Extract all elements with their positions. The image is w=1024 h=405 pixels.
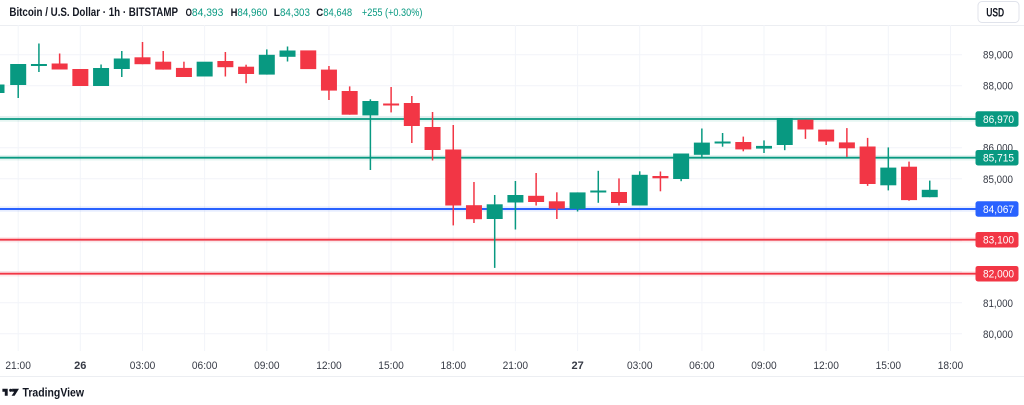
svg-text:88,000: 88,000 (983, 81, 1013, 93)
svg-text:21:00: 21:00 (503, 360, 528, 372)
svg-text:27: 27 (571, 360, 583, 372)
svg-text:06:00: 06:00 (192, 360, 218, 372)
svg-text:84,393: 84,393 (192, 7, 224, 19)
svg-text:09:00: 09:00 (254, 360, 280, 372)
svg-text:18:00: 18:00 (441, 360, 467, 372)
svg-text:84,960: 84,960 (237, 7, 267, 19)
svg-text:18:00: 18:00 (938, 360, 964, 372)
svg-text:03:00: 03:00 (627, 360, 653, 372)
svg-text:12:00: 12:00 (813, 360, 839, 372)
svg-text:84,648: 84,648 (323, 7, 352, 19)
svg-text:15:00: 15:00 (876, 360, 902, 372)
svg-text:15:00: 15:00 (378, 360, 404, 372)
svg-text:89,000: 89,000 (983, 50, 1013, 62)
svg-text:+255 (+0.30%): +255 (+0.30%) (362, 7, 423, 19)
svg-text:85,715: 85,715 (983, 153, 1014, 165)
svg-text:C: C (316, 7, 323, 19)
svg-text:L: L (274, 7, 280, 19)
svg-text:O: O (186, 7, 193, 19)
svg-text:82,000: 82,000 (983, 269, 1014, 281)
svg-text:06:00: 06:00 (689, 360, 715, 372)
svg-text:26: 26 (74, 360, 86, 372)
svg-text:80,000: 80,000 (983, 329, 1013, 341)
svg-text:21:00: 21:00 (5, 360, 31, 372)
svg-text:Bitcoin / U.S. Dollar · 1h · B: Bitcoin / U.S. Dollar · 1h · BITSTAMP (9, 5, 178, 19)
svg-text:85,000: 85,000 (983, 174, 1013, 186)
svg-text:H: H (231, 7, 238, 19)
svg-text:86,970: 86,970 (983, 114, 1014, 126)
svg-text:83,100: 83,100 (983, 235, 1014, 247)
svg-text:84,303: 84,303 (280, 7, 310, 19)
svg-text:12:00: 12:00 (316, 360, 342, 372)
svg-text:TradingView: TradingView (23, 386, 85, 400)
svg-text:03:00: 03:00 (130, 360, 156, 372)
svg-text:09:00: 09:00 (751, 360, 777, 372)
svg-text:81,000: 81,000 (983, 298, 1013, 310)
svg-text:USD: USD (986, 6, 1004, 20)
svg-text:84,067: 84,067 (983, 204, 1014, 216)
